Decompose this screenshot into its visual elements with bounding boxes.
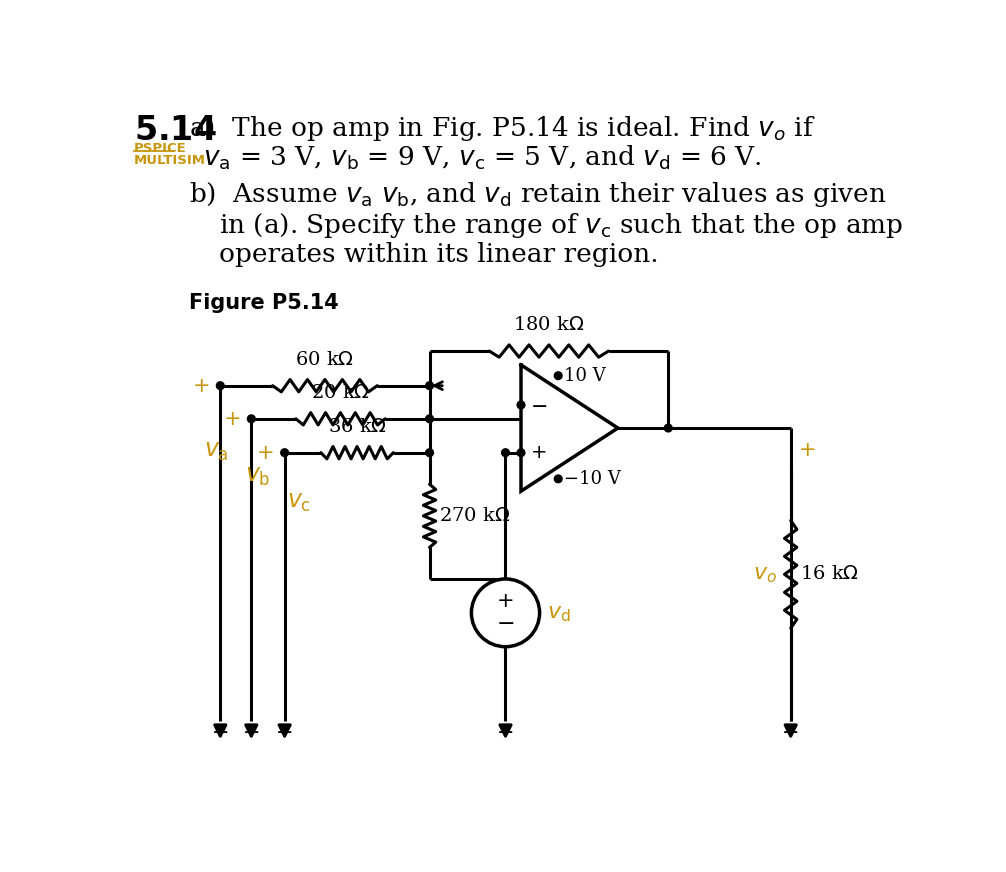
Circle shape bbox=[502, 449, 509, 457]
Text: a)  The op amp in Fig. P5.14 is ideal. Find $v_o$ if: a) The op amp in Fig. P5.14 is ideal. Fi… bbox=[189, 114, 816, 143]
Text: $-$: $-$ bbox=[530, 395, 547, 415]
Text: $v_\mathrm{a}$: $v_\mathrm{a}$ bbox=[204, 439, 228, 463]
Circle shape bbox=[216, 382, 224, 390]
Text: 270 k$\Omega$: 270 k$\Omega$ bbox=[439, 507, 510, 525]
Text: $v_\mathrm{c}$: $v_\mathrm{c}$ bbox=[287, 491, 311, 514]
Circle shape bbox=[517, 449, 525, 457]
Circle shape bbox=[247, 415, 256, 423]
Text: −10 V: −10 V bbox=[564, 470, 622, 487]
Text: 16 k$\Omega$: 16 k$\Omega$ bbox=[800, 565, 859, 583]
Text: $v_\mathrm{b}$: $v_\mathrm{b}$ bbox=[244, 465, 271, 488]
Text: +: + bbox=[799, 439, 816, 460]
Text: 60 k$\Omega$: 60 k$\Omega$ bbox=[296, 351, 354, 369]
Text: 180 k$\Omega$: 180 k$\Omega$ bbox=[513, 316, 584, 334]
Text: $v_\mathrm{a}$ = 3 V, $v_\mathrm{b}$ = 9 V, $v_\mathrm{c}$ = 5 V, and $v_\mathrm: $v_\mathrm{a}$ = 3 V, $v_\mathrm{b}$ = 9… bbox=[203, 143, 763, 172]
Text: −: − bbox=[496, 615, 515, 635]
Text: +: + bbox=[497, 591, 514, 611]
Circle shape bbox=[281, 449, 289, 457]
Text: −: − bbox=[242, 723, 260, 743]
Text: 10 V: 10 V bbox=[564, 367, 607, 385]
Text: operates within its linear region.: operates within its linear region. bbox=[218, 242, 658, 267]
Circle shape bbox=[426, 415, 434, 423]
Text: PSPICE: PSPICE bbox=[134, 141, 186, 154]
Text: +: + bbox=[224, 409, 241, 429]
Text: in (a). Specify the range of $v_\mathrm{c}$ such that the op amp: in (a). Specify the range of $v_\mathrm{… bbox=[218, 211, 903, 240]
Circle shape bbox=[472, 579, 539, 647]
Circle shape bbox=[426, 449, 434, 457]
Text: 36 k$\Omega$: 36 k$\Omega$ bbox=[328, 418, 386, 436]
Circle shape bbox=[554, 475, 562, 483]
Circle shape bbox=[664, 424, 672, 432]
Text: $v_o$: $v_o$ bbox=[752, 563, 777, 585]
Text: $v_\mathrm{d}$: $v_\mathrm{d}$ bbox=[547, 602, 571, 623]
Text: b)  Assume $v_\mathrm{a}$ $v_\mathrm{b}$, and $v_\mathrm{d}$ retain their values: b) Assume $v_\mathrm{a}$ $v_\mathrm{b}$,… bbox=[189, 181, 887, 209]
Text: −: − bbox=[782, 723, 800, 743]
Text: MULTISIM: MULTISIM bbox=[134, 154, 205, 167]
Text: Figure P5.14: Figure P5.14 bbox=[189, 293, 339, 313]
Text: 20 k$\Omega$: 20 k$\Omega$ bbox=[311, 384, 370, 402]
Text: $+$: $+$ bbox=[530, 443, 546, 462]
Circle shape bbox=[517, 401, 525, 409]
Text: +: + bbox=[193, 376, 210, 396]
Text: +: + bbox=[258, 443, 275, 463]
Circle shape bbox=[426, 382, 434, 390]
Text: −: − bbox=[497, 723, 514, 743]
Text: $\mathbf{5.14}$: $\mathbf{5.14}$ bbox=[134, 114, 216, 146]
Text: −: − bbox=[211, 723, 229, 743]
Text: −: − bbox=[276, 723, 294, 743]
Circle shape bbox=[554, 371, 562, 379]
Polygon shape bbox=[521, 364, 618, 491]
